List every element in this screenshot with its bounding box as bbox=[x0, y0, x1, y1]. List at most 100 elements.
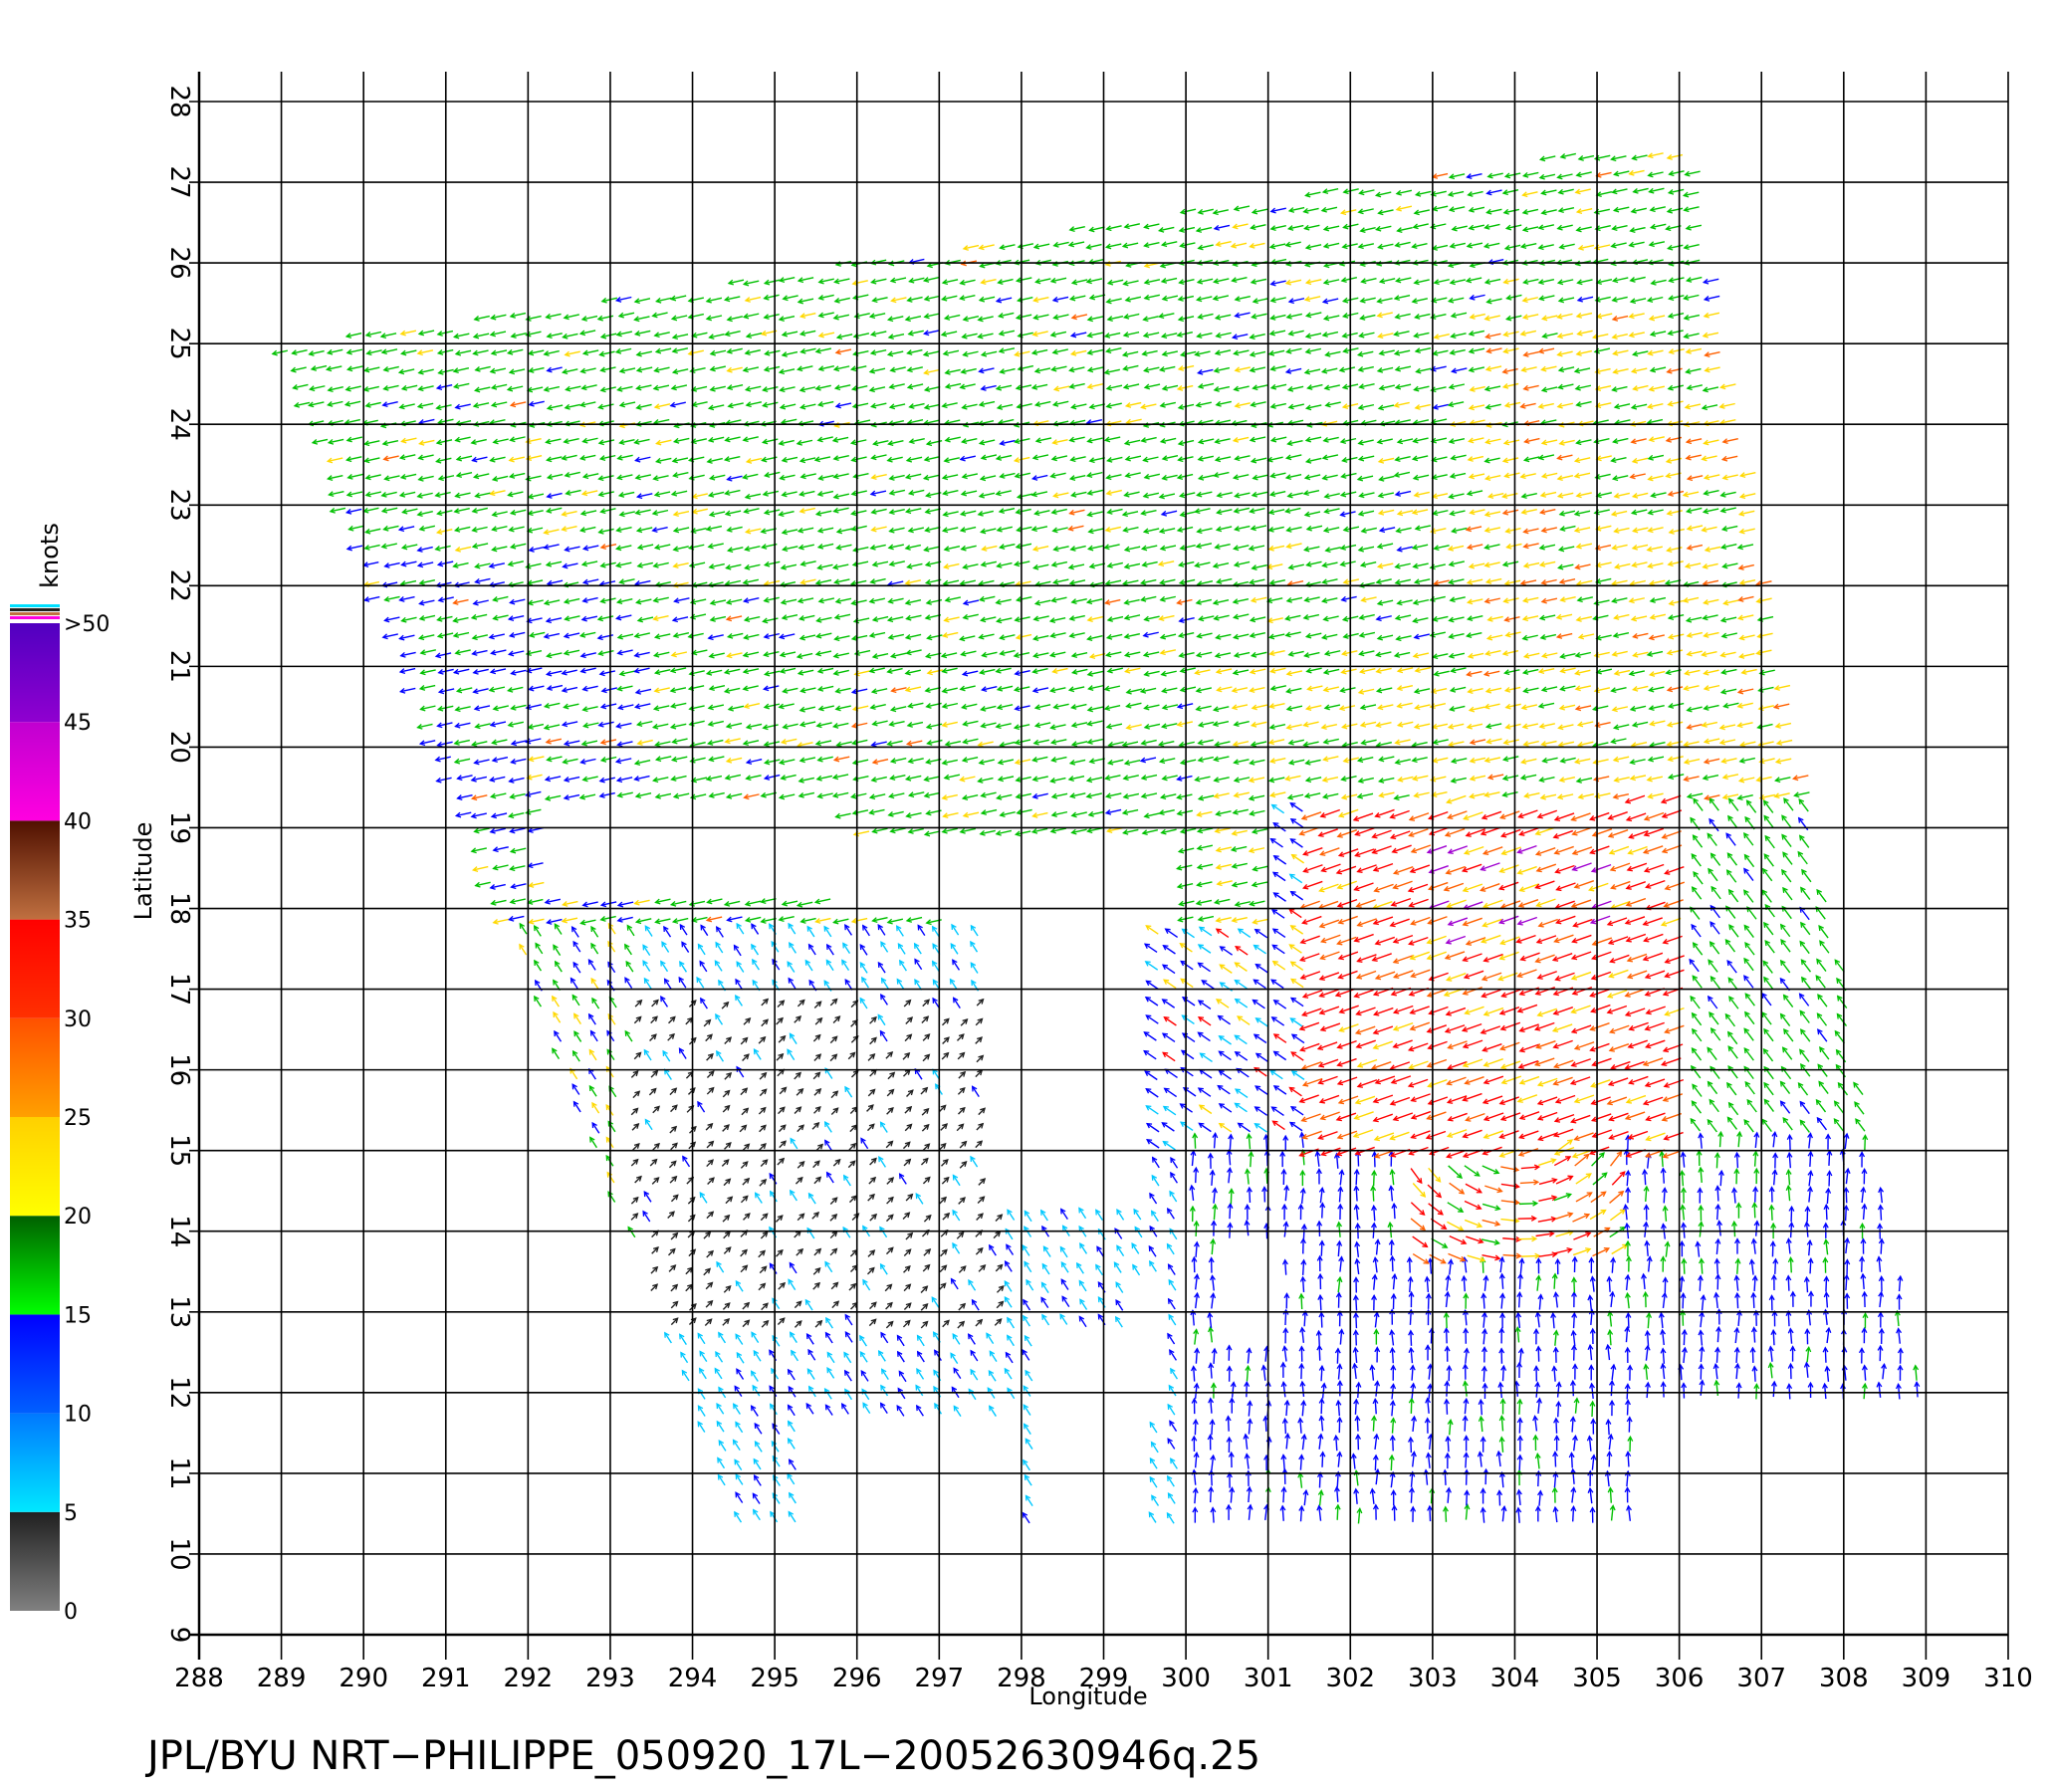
wind-vector-head bbox=[804, 1298, 811, 1305]
wind-vector-head bbox=[760, 1282, 767, 1289]
wind-vector bbox=[1289, 1121, 1303, 1132]
wind-vector bbox=[734, 1459, 743, 1470]
wind-vector-head bbox=[1192, 1418, 1199, 1426]
wind-vector bbox=[1372, 1416, 1375, 1432]
wind-vector-head bbox=[1390, 1488, 1397, 1496]
wind-vector bbox=[922, 1143, 930, 1152]
wind-vector-head bbox=[1005, 1351, 1012, 1358]
wind-vector bbox=[1167, 1438, 1176, 1450]
wind-vector-head bbox=[1444, 1380, 1451, 1387]
wind-vector-head bbox=[950, 1277, 957, 1284]
wind-vector-head bbox=[1768, 1294, 1775, 1301]
wind-vector-head bbox=[705, 1231, 712, 1237]
wind-vector-head bbox=[772, 1334, 778, 1342]
wind-vector bbox=[1149, 1476, 1158, 1488]
wind-vector-head bbox=[769, 1262, 776, 1269]
wind-vector-head bbox=[996, 1318, 1003, 1325]
wind-vector-head bbox=[707, 1122, 714, 1129]
wind-vector-head bbox=[1371, 1293, 1378, 1301]
wind-vector-head bbox=[1422, 1241, 1429, 1248]
wind-vector bbox=[1374, 1399, 1377, 1415]
wind-vector bbox=[1833, 1118, 1845, 1132]
wind-vector-head bbox=[706, 1318, 713, 1325]
wind-vector-head bbox=[1588, 1256, 1595, 1263]
wind-vector-head bbox=[1500, 1364, 1507, 1371]
wind-vector-head bbox=[1752, 1309, 1759, 1316]
wind-vector-head bbox=[1734, 1237, 1740, 1244]
wind-vector bbox=[1555, 1231, 1574, 1237]
wind-vector bbox=[1663, 1188, 1666, 1204]
wind-vector bbox=[1538, 1294, 1542, 1310]
wind-vector bbox=[652, 1105, 660, 1114]
wind-vector-head bbox=[879, 1121, 886, 1128]
wind-vector bbox=[1320, 1416, 1324, 1432]
wind-vector bbox=[1151, 1175, 1160, 1187]
wind-vector bbox=[1772, 1330, 1775, 1346]
wind-vector-head bbox=[1624, 1325, 1631, 1333]
wind-vector-head bbox=[1752, 1186, 1759, 1193]
wind-vector bbox=[1880, 1238, 1883, 1254]
wind-vector bbox=[1806, 1347, 1810, 1363]
wind-vector bbox=[956, 1123, 964, 1132]
wind-vector-head bbox=[1372, 1397, 1379, 1405]
wind-vector bbox=[1589, 1345, 1593, 1361]
wind-vector bbox=[1499, 1257, 1503, 1273]
wind-vector-head bbox=[1133, 1208, 1139, 1215]
wind-vector bbox=[1375, 1239, 1379, 1255]
wind-vector bbox=[797, 1161, 805, 1169]
wind-vector bbox=[722, 1318, 730, 1326]
wind-vector bbox=[1788, 1153, 1792, 1169]
wind-vector-head bbox=[1572, 1434, 1578, 1442]
wind-vector-head bbox=[1425, 1452, 1432, 1458]
wind-vector bbox=[1428, 1167, 1442, 1183]
wind-vector bbox=[1247, 1348, 1251, 1364]
wind-vector-head bbox=[1371, 1415, 1377, 1422]
wind-vector-head bbox=[1517, 1272, 1524, 1279]
wind-vector bbox=[1500, 1472, 1504, 1488]
wind-vector bbox=[1264, 1346, 1268, 1362]
wind-vector bbox=[1355, 1488, 1358, 1504]
wind-vector-head bbox=[1320, 1150, 1327, 1157]
wind-vector-head bbox=[1023, 1458, 1028, 1465]
wind-vector bbox=[824, 1121, 832, 1133]
wind-vector-head bbox=[1663, 1135, 1670, 1141]
wind-vector-head bbox=[1444, 1452, 1451, 1458]
wind-vector bbox=[811, 1122, 819, 1130]
wind-vector bbox=[794, 1106, 801, 1115]
wind-vector-head bbox=[1680, 1309, 1687, 1316]
wind-vector bbox=[1194, 1383, 1198, 1400]
wind-vector-head bbox=[790, 1137, 796, 1144]
wind-vector-head bbox=[1609, 1399, 1615, 1406]
wind-vector-head bbox=[1566, 1139, 1574, 1145]
wind-vector-head bbox=[968, 1333, 974, 1340]
wind-vector-head bbox=[1514, 1326, 1521, 1333]
wind-vector bbox=[1430, 1218, 1447, 1230]
wind-vector bbox=[1393, 1204, 1396, 1220]
colorbar-band bbox=[10, 919, 60, 1018]
wind-vector-head bbox=[1770, 1222, 1777, 1229]
wind-vector bbox=[1700, 1167, 1703, 1184]
wind-vector bbox=[1805, 1277, 1809, 1293]
wind-vector-head bbox=[1369, 1487, 1376, 1494]
wind-vector-head bbox=[1605, 1343, 1612, 1350]
wind-vector bbox=[1299, 1455, 1303, 1470]
colorbar-band bbox=[10, 820, 60, 920]
wind-vector-head bbox=[1353, 1311, 1359, 1318]
wind-vector bbox=[1211, 1420, 1214, 1436]
wind-vector bbox=[706, 1141, 714, 1149]
wind-vector-head bbox=[989, 1350, 996, 1357]
wind-vector-head bbox=[607, 1191, 613, 1198]
wind-vector-head bbox=[1424, 1275, 1431, 1282]
wind-vector bbox=[1682, 1205, 1686, 1221]
wind-vector bbox=[1519, 1258, 1523, 1274]
wind-vector bbox=[651, 1177, 660, 1185]
wind-vector bbox=[1264, 1504, 1268, 1520]
wind-vector bbox=[643, 1191, 652, 1203]
wind-vector bbox=[829, 1231, 838, 1239]
wind-vector-head bbox=[1768, 1204, 1775, 1211]
wind-vector bbox=[1219, 1103, 1233, 1113]
wind-vector bbox=[1782, 1117, 1793, 1131]
wind-vector bbox=[1609, 1330, 1612, 1346]
wind-vector bbox=[978, 1178, 986, 1186]
wind-vector-head bbox=[1861, 1203, 1868, 1210]
